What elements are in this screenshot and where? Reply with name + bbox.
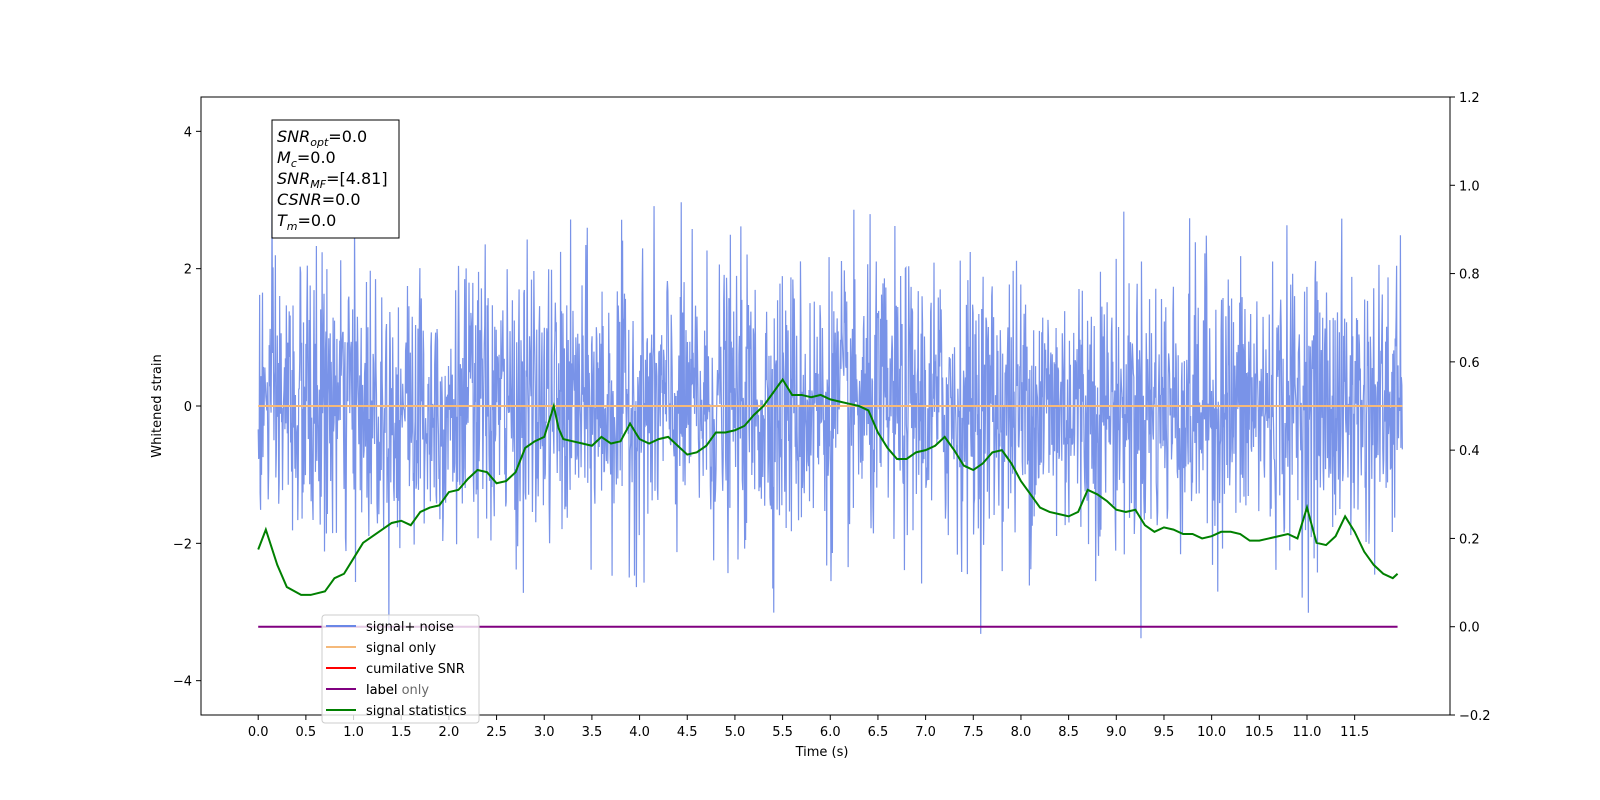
statistics-subscript: m (287, 220, 298, 233)
statistics-symbol: M (277, 148, 291, 167)
legend-frame (321, 614, 480, 724)
y-axis-title: Whitened strain (150, 354, 165, 457)
statistics-line: Tm=0.0 (277, 211, 336, 233)
x-axis: 0.0 0.5 1.0 1.5 2.0 2.5 3.0 3.5 4.0 4.5 5.0 5.5 6.0 6… (248, 715, 1369, 740)
statistics-value: =0.0 (322, 190, 361, 209)
series-noise-line (257, 201, 1403, 639)
statistics-value: =0.0 (328, 127, 367, 146)
x-tick-label: 1.0 (343, 725, 364, 740)
x-tick-label: 2.5 (486, 725, 507, 740)
y-tick-label: −4 (173, 675, 192, 690)
statistics-symbol: CSNR (277, 190, 322, 209)
x-tick-label: 2.0 (439, 725, 460, 740)
legend-label: label (366, 683, 397, 698)
statistics-line: SNRMF=[4.81] (277, 169, 388, 191)
y-right-tick-label: 0.2 (1459, 532, 1480, 547)
x-tick-label: 11.0 (1293, 725, 1322, 740)
x-tick-label: 6.0 (820, 725, 841, 740)
y-tick-label: 4 (184, 125, 192, 140)
x-tick-label: 7.5 (963, 725, 984, 740)
statistics-subscript: c (291, 157, 297, 170)
x-tick-label: 10.5 (1245, 725, 1274, 740)
statistics-subscript: MF (310, 178, 326, 191)
y-axis-right: 1.2 1.0 0.8 0.6 0.4 0.2 0.0 −0.2 (1450, 91, 1491, 724)
y-right-tick-label: 0.6 (1459, 356, 1480, 371)
y-right-tick-label: 0.8 (1459, 268, 1480, 283)
y-right-tick-label: 1.0 (1459, 179, 1480, 194)
x-tick-label: 0.5 (296, 725, 317, 740)
statistics-symbol: SNR (277, 127, 310, 146)
y-axis-left: 4 2 0 −2 −4 (173, 125, 201, 690)
statistics-symbol: T (277, 211, 288, 230)
x-tick-label: 5.5 (772, 725, 793, 740)
y-right-tick-label: 1.2 (1459, 91, 1480, 106)
x-tick-label: 6.5 (868, 725, 889, 740)
x-tick-label: 4.0 (629, 725, 650, 740)
y-tick-label: 2 (184, 263, 192, 278)
x-tick-label: 7.0 (915, 725, 936, 740)
legend-label: signal+ noise (366, 620, 454, 635)
x-tick-label: 3.5 (582, 725, 603, 740)
statistics-value: =[4.81] (326, 169, 388, 188)
x-tick-label: 10.0 (1197, 725, 1226, 740)
x-tick-label: 8.0 (1011, 725, 1032, 740)
statistics-line: SNRopt=0.0 (277, 127, 367, 149)
y-tick-label: −2 (173, 537, 192, 552)
statistics-box-frame (271, 119, 400, 239)
x-tick-label: 5.0 (725, 725, 746, 740)
x-axis-title: Time (s) (795, 745, 849, 760)
legend-label: signal only (366, 641, 436, 656)
y-right-tick-label: −0.2 (1459, 709, 1491, 724)
legend-label: signal statistics (366, 704, 467, 719)
statistics-symbol: SNR (277, 169, 310, 188)
x-tick-label: 4.5 (677, 725, 698, 740)
legend: label only signal+ noise signal only cumila… (321, 614, 480, 724)
x-tick-label: 11.5 (1340, 725, 1369, 740)
statistics-line: CSNR=0.0 (277, 190, 361, 209)
x-tick-label: 0.0 (248, 725, 269, 740)
legend-label-hidden: label only (366, 683, 429, 698)
y-tick-label: 0 (184, 400, 192, 415)
statistics-value: =0.0 (298, 211, 337, 230)
legend-label: cumilative SNR (366, 662, 465, 677)
x-tick-label: 9.0 (1106, 725, 1127, 740)
statistics-line: Mc=0.0 (277, 148, 336, 170)
x-tick-label: 8.5 (1058, 725, 1079, 740)
statistics-value: =0.0 (297, 148, 336, 167)
series-statistics-line (257, 377, 1399, 596)
x-tick-label: 3.0 (534, 725, 555, 740)
statistics-subscript: opt (310, 136, 329, 149)
x-tick-label: 1.5 (391, 725, 412, 740)
x-tick-label: 9.5 (1154, 725, 1175, 740)
statistics-box: SNRopt=0.0Mc=0.0SNRMF=[4.81]CSNR=0.0Tm=0… (271, 119, 400, 239)
y-right-tick-label: 0.0 (1459, 621, 1480, 636)
y-right-tick-label: 0.4 (1459, 444, 1480, 459)
